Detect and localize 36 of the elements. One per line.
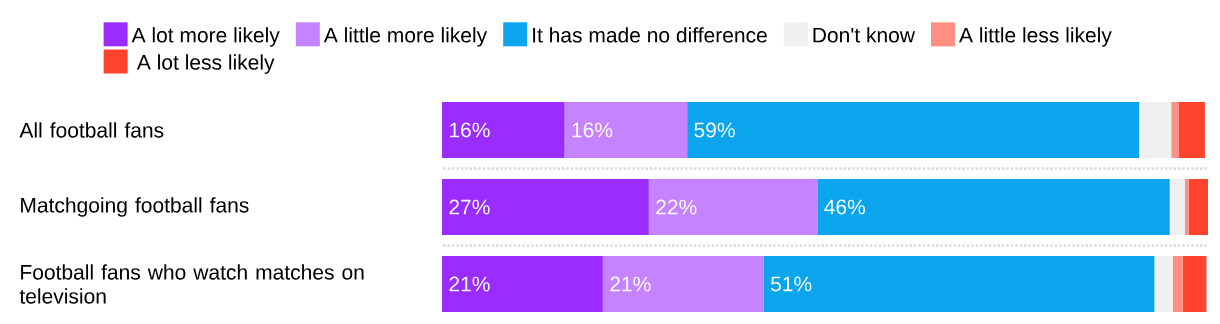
data-label: 27% xyxy=(449,199,490,215)
data-label: 59% xyxy=(694,122,735,138)
bar xyxy=(1185,178,1189,235)
bar xyxy=(1171,101,1179,158)
bar xyxy=(763,255,1155,312)
bar xyxy=(442,178,649,235)
bar xyxy=(817,178,1170,235)
data-label: 16% xyxy=(450,122,490,138)
bar xyxy=(1154,255,1173,312)
bar xyxy=(1139,101,1172,158)
data-label: 21% xyxy=(449,276,490,292)
bar xyxy=(1172,255,1183,312)
legend-label: A lot less likely xyxy=(136,54,275,74)
bar xyxy=(1178,101,1205,158)
legend-label: A little less likely xyxy=(959,27,1112,47)
data-label: 16% xyxy=(572,122,613,138)
legend-label: A little more likely xyxy=(323,27,488,47)
bar xyxy=(442,255,603,312)
y-tick-label: Matchgoing football fans xyxy=(21,197,249,217)
y-tick-label: Football fans who watch matches on television xyxy=(19,264,364,304)
data-label: 51% xyxy=(770,276,812,292)
y-tick-label: All football fans xyxy=(19,122,164,138)
legend-label: A lot more likely xyxy=(131,27,280,47)
bar xyxy=(1169,178,1186,235)
bar xyxy=(1188,178,1208,235)
bar xyxy=(442,101,565,158)
legend-label: It has made no difference xyxy=(533,27,767,43)
bar xyxy=(687,101,1140,158)
data-label: 22% xyxy=(656,199,697,215)
bar xyxy=(1182,255,1207,312)
bar xyxy=(648,178,818,235)
data-label: 21% xyxy=(610,276,651,292)
data-label: 46% xyxy=(824,199,866,215)
legend-label: Don't know xyxy=(813,27,916,43)
bar xyxy=(602,255,764,312)
bar xyxy=(564,101,688,158)
